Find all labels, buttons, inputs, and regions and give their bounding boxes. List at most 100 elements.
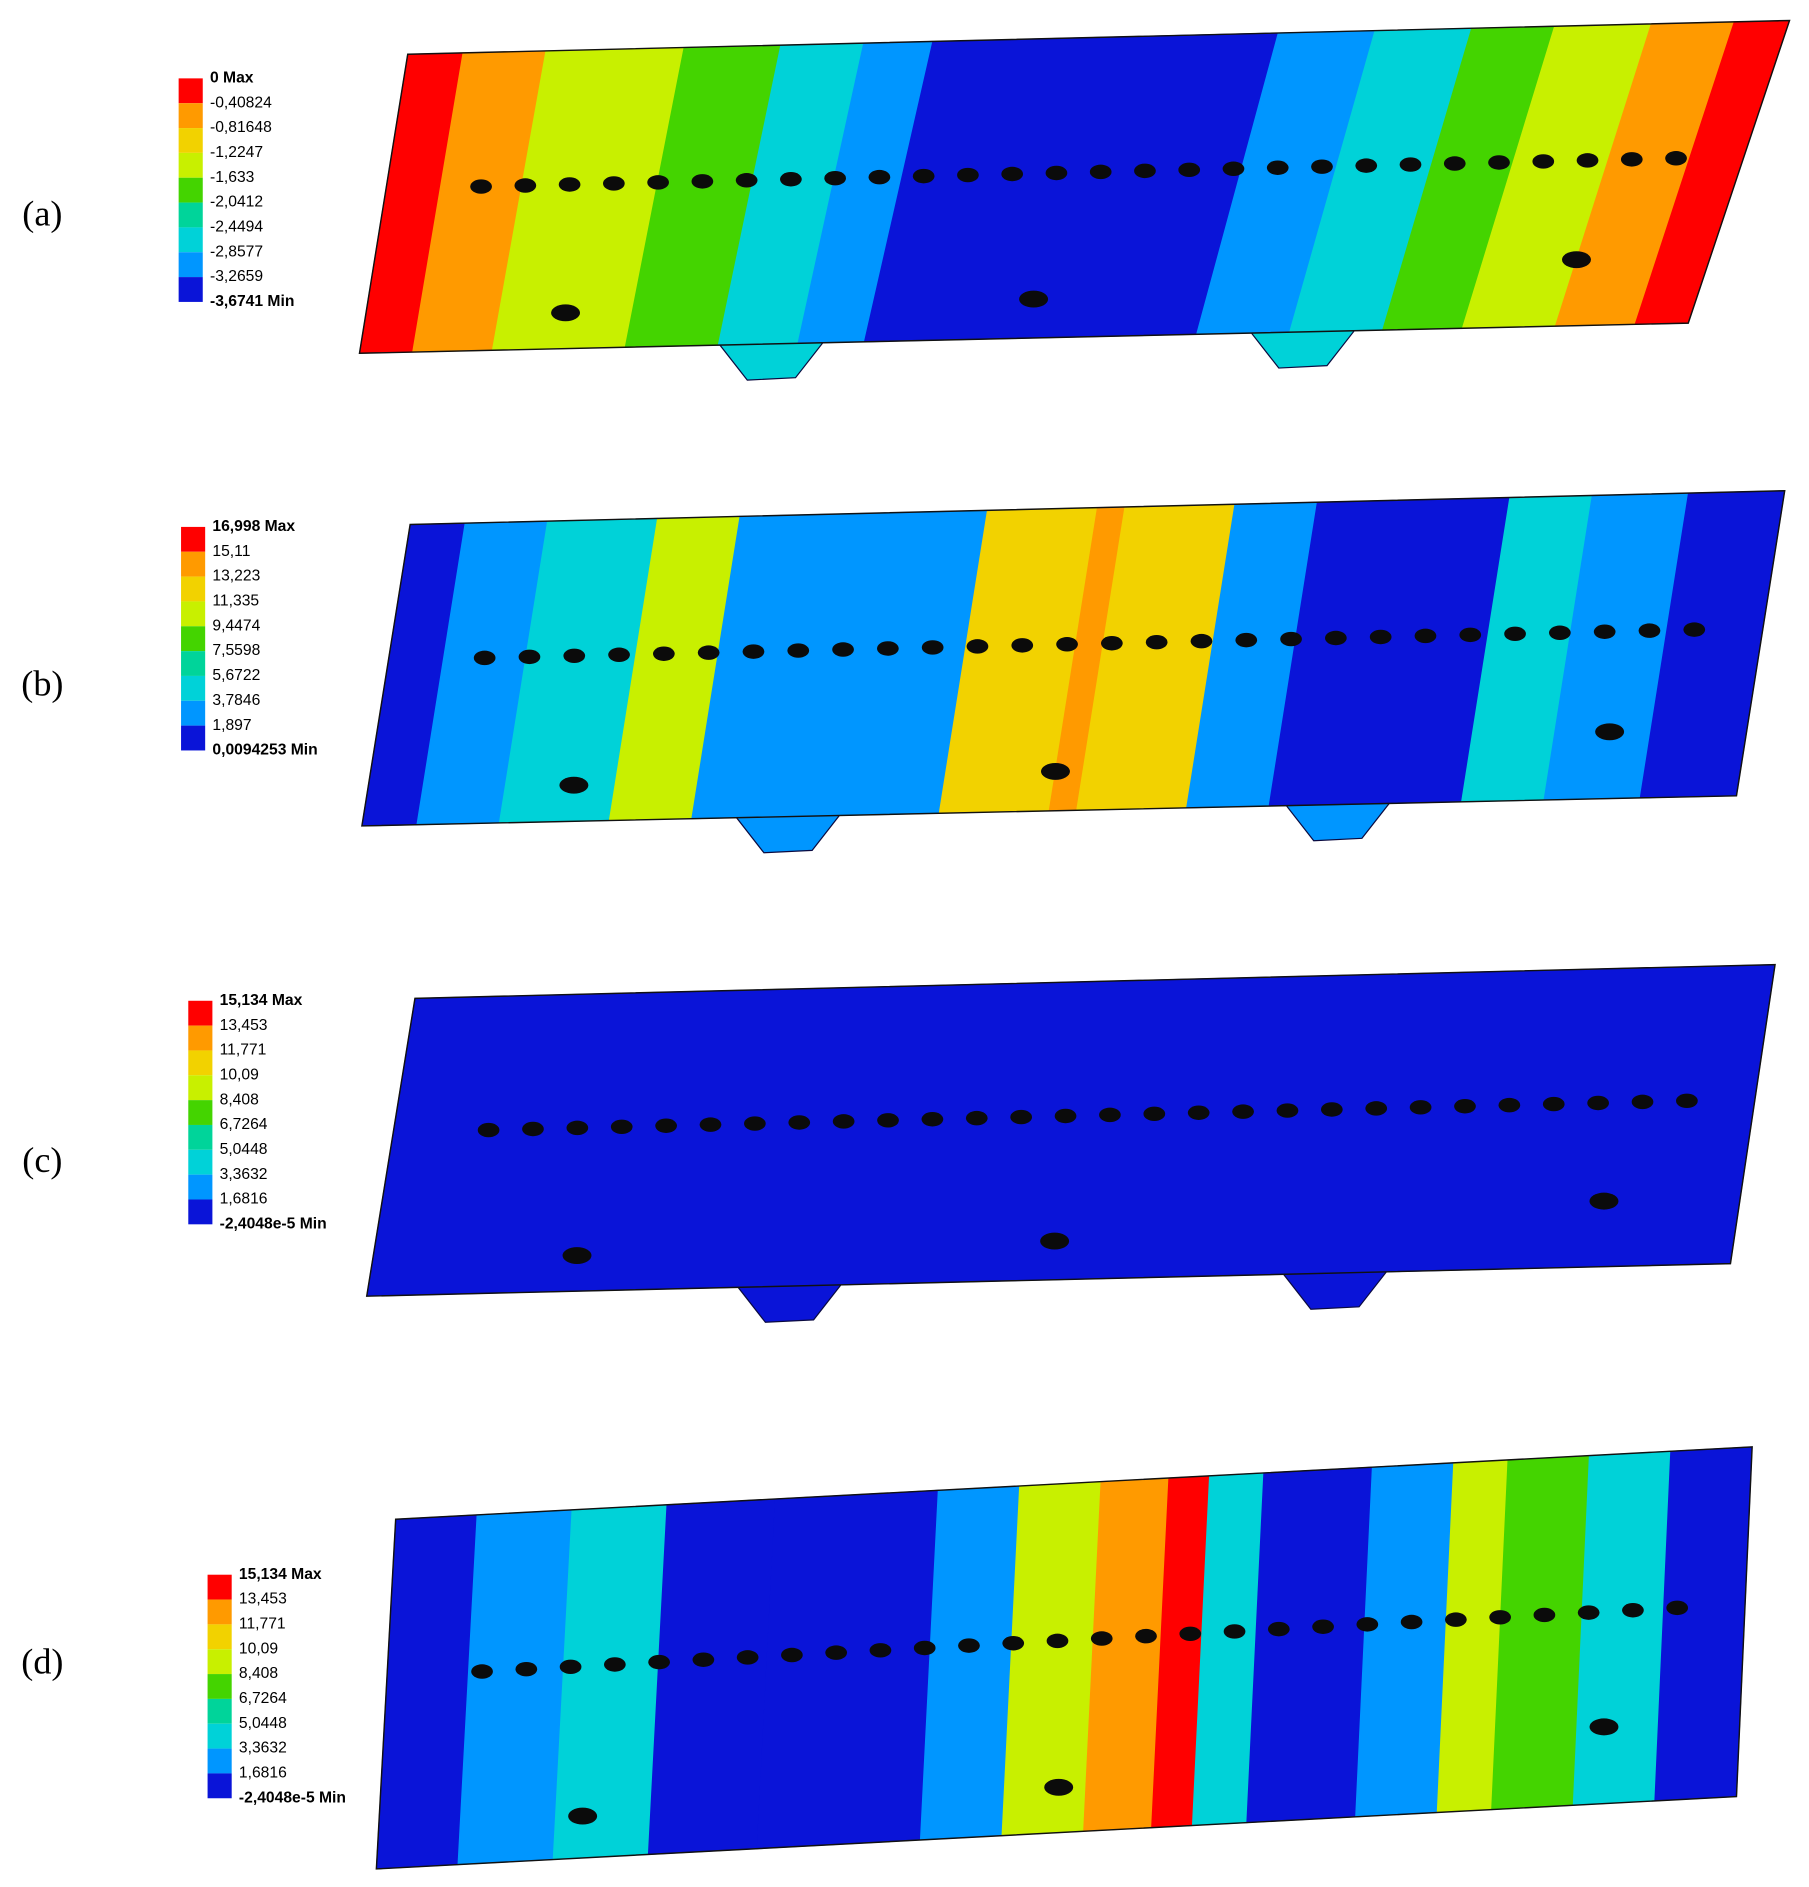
bolt-hole (691, 174, 714, 189)
bolt-hole (608, 647, 630, 662)
legend-label: -0,40824 (210, 94, 272, 111)
legend-swatch (188, 1149, 213, 1175)
bolt-hole (1232, 1104, 1254, 1119)
legend-label: -2,8577 (210, 243, 263, 260)
legend-swatch (207, 1574, 232, 1600)
bolt-hole (603, 1657, 626, 1672)
contour-band (647, 1498, 776, 1855)
contour-band (552, 1504, 668, 1861)
bolt-hole (787, 643, 810, 658)
legend-label: 16,998 Max (212, 518, 295, 535)
panel: (b) 16,998 Max 15,11 13,223 11,335 9,4474 7,55… (21, 489, 1786, 854)
legend-swatch (181, 526, 206, 552)
contour-band (1355, 1462, 1455, 1818)
legend-label: 13,453 (239, 1591, 287, 1608)
legend-label: 10,09 (239, 1640, 278, 1657)
bolt-hole (1325, 630, 1347, 646)
bolt-hole (832, 1114, 855, 1129)
legend-label: 3,3632 (220, 1166, 268, 1183)
bolt-hole (921, 1111, 944, 1127)
contour-band (691, 509, 989, 820)
legend-swatch (181, 725, 206, 751)
legend-label: 15,11 (212, 543, 250, 560)
legend-label: 9,4474 (212, 617, 260, 634)
bolt-hole (1145, 634, 1168, 650)
bolt-hole (1631, 1094, 1654, 1110)
legend-label: 3,3632 (239, 1740, 287, 1757)
contour-band (1572, 1450, 1672, 1806)
bolt-hole (1593, 624, 1616, 639)
legend-swatch (207, 1624, 232, 1650)
bolt-hole (742, 644, 765, 659)
legend-label: 1,6816 (239, 1765, 287, 1782)
bolt-hole (1414, 628, 1437, 644)
bolt-hole (1312, 1619, 1334, 1634)
legend-label: 0,0094253 Min (212, 742, 317, 759)
bolt-hole (735, 173, 758, 188)
bolt-hole (1589, 1718, 1619, 1736)
legend-swatch (207, 1748, 232, 1774)
bolt-hole (1044, 1778, 1074, 1796)
bolt-hole (1266, 160, 1289, 175)
legend-swatch (178, 277, 203, 302)
legend-swatch (178, 252, 203, 278)
bolt-hole (1595, 723, 1625, 741)
legend-label: -3,6741 Min (210, 293, 294, 310)
bolt-hole (1045, 165, 1068, 181)
legend-swatch (178, 128, 203, 153)
bolt-hole (568, 1807, 598, 1825)
bolt-hole (1665, 151, 1687, 166)
bolt-hole (1355, 158, 1378, 173)
bolt-hole (692, 1652, 715, 1667)
legend-label: -2,4494 (210, 219, 263, 236)
bolt-hole (1400, 1614, 1423, 1630)
bolt-hole (470, 179, 492, 194)
bolt-hole (1320, 1102, 1343, 1117)
legend-label: 15,134 Max (220, 992, 303, 1009)
bolt-hole (558, 177, 581, 192)
bolt-hole (1134, 163, 1156, 179)
bolt-hole (1489, 1610, 1511, 1625)
bolt-hole (562, 1247, 592, 1264)
legend-label: -2,0412 (210, 194, 263, 211)
bolt-hole (877, 641, 899, 656)
bolt-hole (551, 304, 581, 322)
bolt-hole (966, 639, 989, 654)
legend-label: 8,408 (220, 1091, 259, 1108)
bolt-hole (1222, 161, 1245, 177)
bolt-hole (1190, 633, 1213, 649)
bolt-hole (921, 640, 944, 655)
bolt-hole (1577, 1605, 1600, 1620)
contour-band (756, 1489, 939, 1850)
panel-label: (b) (21, 664, 63, 704)
bolt-hole (514, 178, 537, 193)
bolt-hole (559, 776, 589, 794)
bolt-hole (1356, 1617, 1379, 1632)
bolt-hole (563, 648, 586, 664)
panel: (a) 0 Max -0,40824 -0,81648 -1,2247 -1,633 -2,… (22, 19, 1791, 381)
bolt-hole (1498, 1097, 1521, 1113)
bolt-hole (958, 1638, 980, 1653)
bolt-hole (1369, 629, 1392, 645)
bolt-hole (1223, 1624, 1246, 1639)
legend-label: -3,2659 (210, 268, 263, 285)
legend-swatch (181, 675, 206, 701)
bolt-hole (471, 1664, 493, 1679)
bolt-hole (1445, 1612, 1467, 1627)
legend-swatch (188, 1174, 213, 1200)
bolt-hole (957, 167, 979, 183)
bolt-hole (1011, 638, 1034, 653)
legend-swatch (181, 700, 206, 726)
plate-outline (375, 1446, 1753, 1870)
legend-swatch (188, 1050, 213, 1076)
bolt-hole (1178, 162, 1201, 178)
legend-swatch (207, 1674, 232, 1699)
legend-label: 11,771 (220, 1042, 267, 1059)
bolt-hole (1267, 1621, 1290, 1637)
panel-label: (d) (21, 1642, 63, 1682)
legend-swatch (207, 1723, 232, 1749)
legend-label: 5,0448 (220, 1141, 268, 1158)
legend-swatch (188, 1025, 213, 1051)
bolt-hole (473, 650, 496, 666)
